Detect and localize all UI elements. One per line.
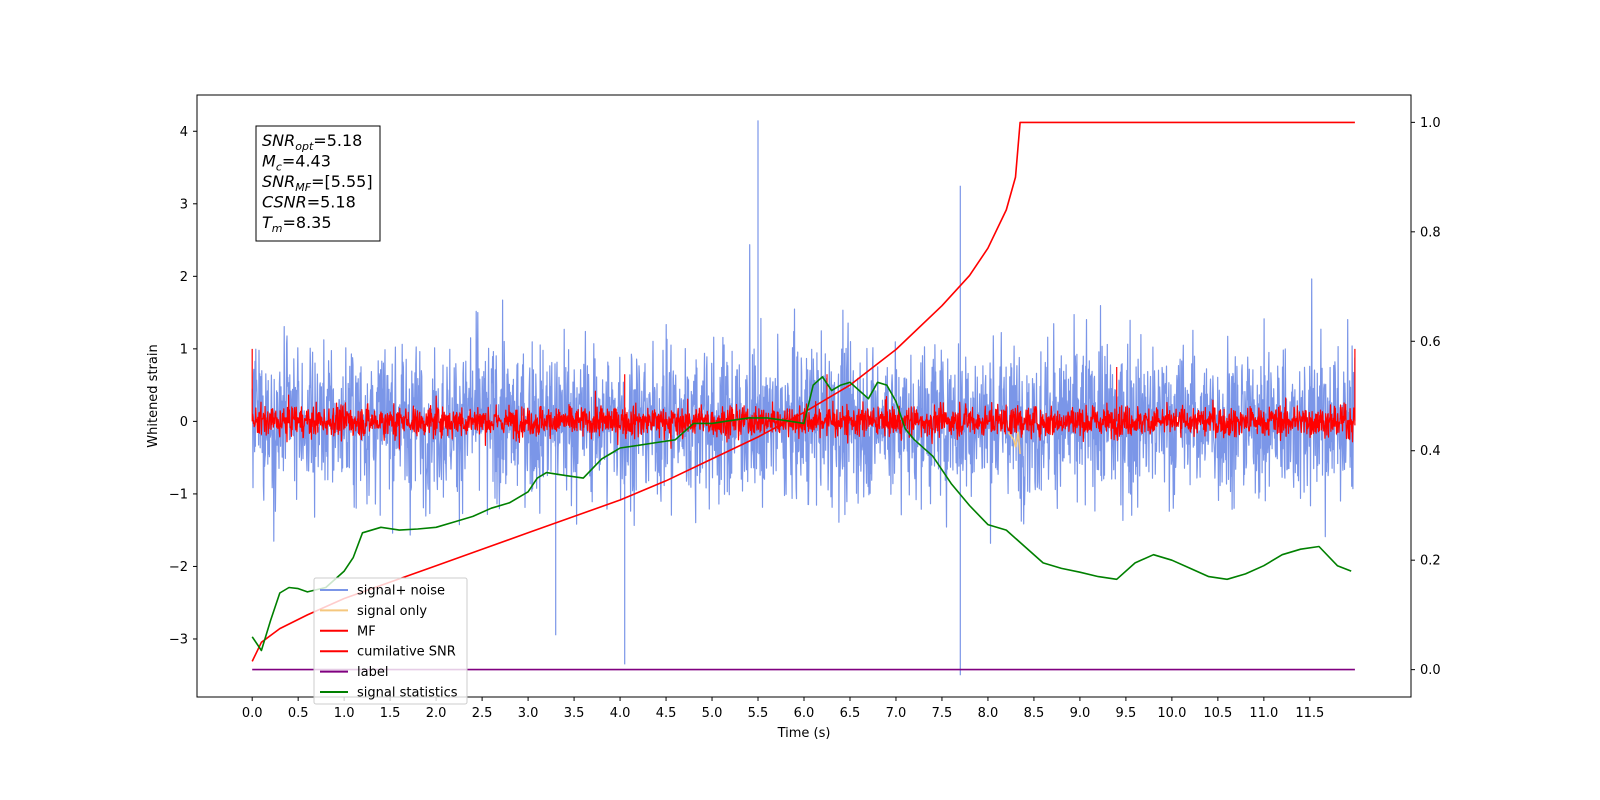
csnr-value: =5.18 <box>307 193 356 212</box>
x-tick-label: 1.0 <box>334 706 355 721</box>
annotation-box <box>255 125 381 242</box>
mc-sub: c <box>276 161 282 174</box>
snr-opt-value: =5.18 <box>313 131 362 150</box>
legend-entry: signal statistics <box>357 686 458 701</box>
stats-annotation: SNRopt=5.18 Mc=4.43 SNRMF=[5.55] CSNR=5.… <box>255 125 381 242</box>
csnr-base: CSNR <box>262 193 307 212</box>
snr-mf-sub: MF <box>295 181 311 194</box>
series-line-signal-only <box>1007 431 1021 455</box>
y2-tick-label: 0.4 <box>1420 444 1441 459</box>
x-tick-label: 6.5 <box>840 706 861 721</box>
x-tick-label: 1.5 <box>380 706 401 721</box>
mc-value: =4.43 <box>282 152 331 171</box>
x-tick-label: 11.0 <box>1249 706 1278 721</box>
y2-tick-label: 0.0 <box>1420 663 1441 678</box>
x-tick-label: 3.0 <box>518 706 539 721</box>
y2-tick-label: 1.0 <box>1420 116 1441 131</box>
y-tick-label: 0 <box>180 415 188 430</box>
y-tick-label: −2 <box>169 560 188 575</box>
y-axis-label: Whitened strain <box>146 344 161 447</box>
tm-base: T <box>262 213 273 232</box>
tm-sub: m <box>272 222 283 235</box>
y2-tick-label: 0.8 <box>1420 225 1441 240</box>
y-tick-label: 3 <box>180 197 188 212</box>
x-tick-label: 11.5 <box>1295 706 1324 721</box>
x-tick-label: 2.0 <box>426 706 447 721</box>
legend-entry: MF <box>357 624 376 639</box>
x-tick-label: 10.0 <box>1157 706 1186 721</box>
x-tick-label: 4.0 <box>610 706 631 721</box>
x-tick-label: 8.0 <box>978 706 999 721</box>
x-tick-label: 5.5 <box>748 706 769 721</box>
x-tick-label: 10.5 <box>1203 706 1232 721</box>
legend-entry: signal+ noise <box>357 584 445 599</box>
legend-items: signal+ noise signal only MF cumilative SNR… <box>320 584 458 701</box>
x-tick-label: 2.5 <box>472 706 493 721</box>
snr-opt-sub: opt <box>295 140 314 153</box>
snr-mf-value: =[5.55] <box>311 172 373 191</box>
legend: signal+ noise signal only MF cumilative SNR… <box>313 577 468 705</box>
x-axis-label: Time (s) <box>777 726 831 741</box>
x-tick-label: 6.0 <box>794 706 815 721</box>
y-tick-label: −1 <box>169 487 188 502</box>
x-tick-label: 7.0 <box>886 706 907 721</box>
snr-opt-base: SNR <box>262 131 295 150</box>
legend-entry: signal only <box>357 604 427 619</box>
x-tick-label: 8.5 <box>1024 706 1045 721</box>
tm-label: Tm=8.35 <box>262 213 332 235</box>
series-line-signal-statistics <box>251 376 1352 652</box>
y2-tick-label: 0.2 <box>1420 554 1441 569</box>
x-tick-label: 9.0 <box>1070 706 1091 721</box>
mc-base: M <box>262 152 276 171</box>
csnr-label: CSNR=5.18 <box>262 193 356 212</box>
x-tick-label: 0.0 <box>242 706 263 721</box>
y-tick-label: 2 <box>180 270 188 285</box>
x-tick-label: 5.0 <box>702 706 723 721</box>
x-tick-label: 9.5 <box>1116 706 1137 721</box>
y-tick-label: 1 <box>180 342 188 357</box>
legend-entry: label <box>357 665 388 680</box>
legend-entry: cumilative SNR <box>357 645 456 660</box>
x-tick-label: 7.5 <box>932 706 953 721</box>
y-tick-label: 4 <box>180 125 188 140</box>
x-tick-label: 0.5 <box>288 706 309 721</box>
y2-tick-label: 0.6 <box>1420 335 1441 350</box>
series-line-signal-noise <box>251 120 1356 676</box>
mc-label: Mc=4.43 <box>262 152 331 174</box>
snr-mf-label: SNRMF=[5.55] <box>262 172 373 194</box>
x-tick-label: 4.5 <box>656 706 677 721</box>
series-line-mf <box>251 348 1356 450</box>
tm-value: =8.35 <box>283 213 332 232</box>
x-tick-label: 3.5 <box>564 706 585 721</box>
snr-mf-base: SNR <box>262 172 295 191</box>
ticks-layer: 0.0 0.5 1.0 1.5 2.0 2.5 3.0 3.5 4.0 4.5 5.0 5.5 6.0 6… <box>169 116 1441 721</box>
y-tick-label: −3 <box>169 632 188 647</box>
legend-box <box>313 577 468 705</box>
snr-opt-label: SNRopt=5.18 <box>262 131 362 153</box>
